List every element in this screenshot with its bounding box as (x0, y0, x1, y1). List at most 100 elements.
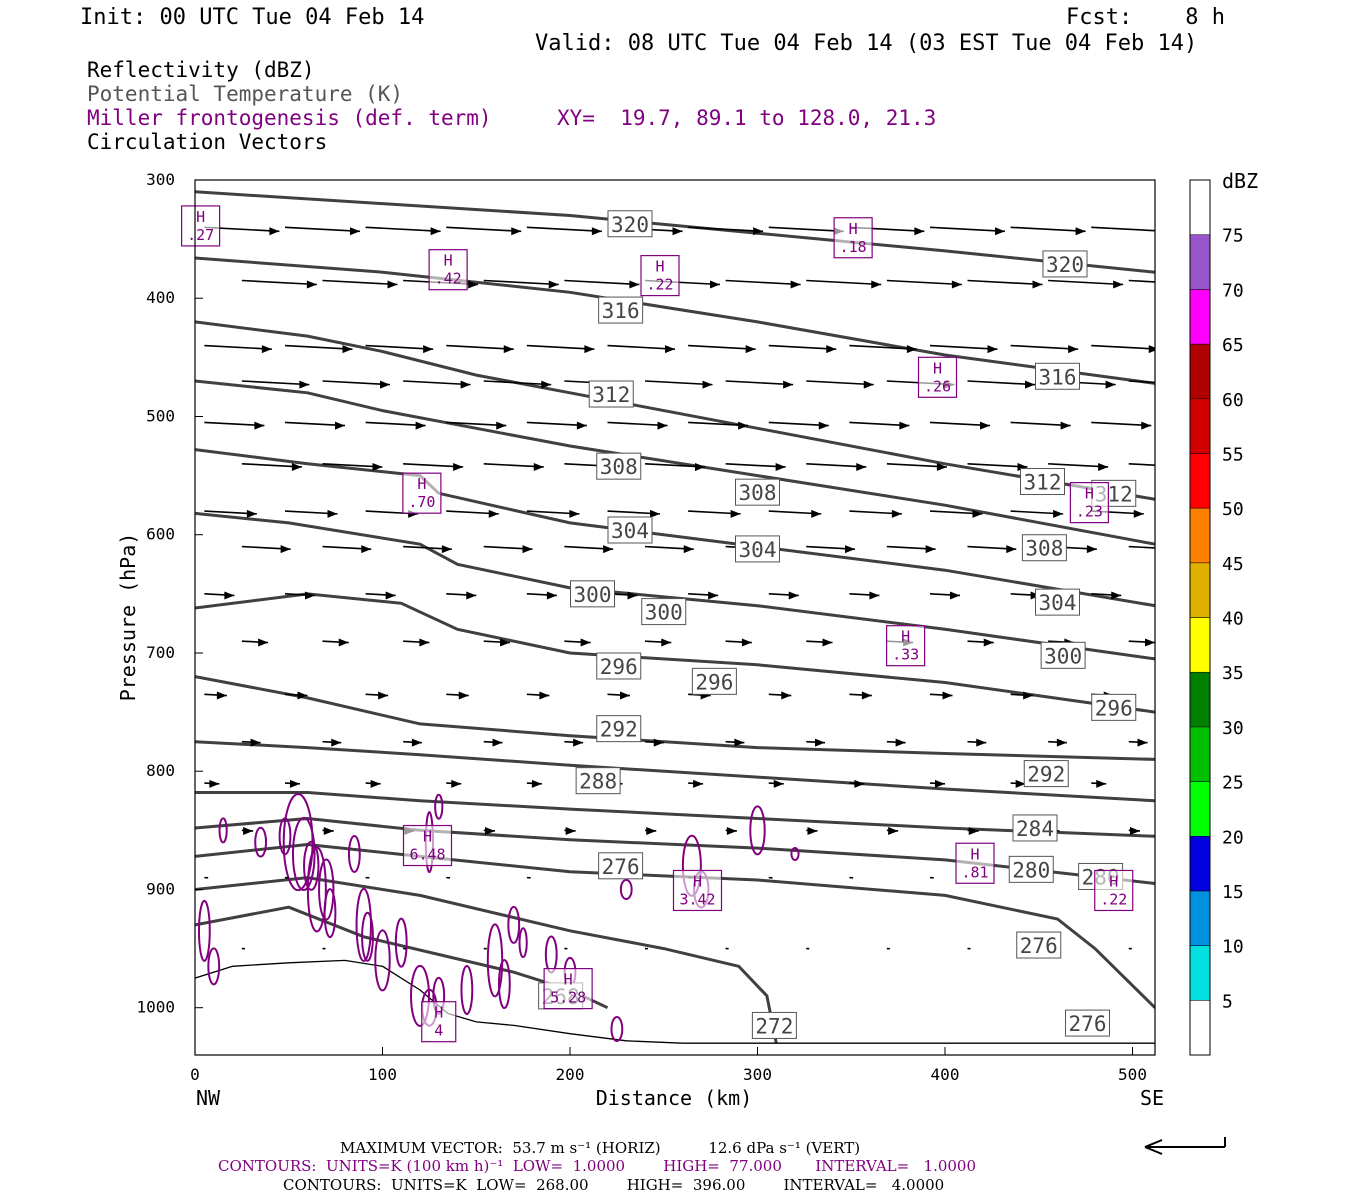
circulation-vector (806, 638, 833, 647)
y-tick-label: 500 (146, 406, 175, 425)
circulation-vector (688, 421, 749, 430)
circulation-vector (446, 591, 477, 600)
dbz-color-segment (1189, 507, 1211, 564)
svg-text:312: 312 (1024, 471, 1062, 495)
dbz-color-segment (1189, 671, 1211, 728)
circulation-vector (446, 691, 469, 700)
circulation-vector (929, 344, 998, 354)
circulation-vector (403, 545, 452, 554)
circulation-vector (1010, 691, 1034, 700)
dbz-color-segment (1189, 343, 1211, 399)
circulation-vector (241, 738, 261, 747)
svg-text:.22: .22 (646, 276, 673, 294)
fronto-high: H.70 (402, 472, 442, 514)
fronto-contour (460, 964, 474, 1015)
circulation-vector (1010, 226, 1086, 236)
fronto-high: H.33 (886, 625, 926, 667)
svg-text:H: H (693, 872, 702, 890)
fronto-high: H.23 (1069, 482, 1109, 524)
circulation-vector (483, 545, 533, 554)
theta-label: 308 (596, 452, 642, 480)
circulation-vector (446, 344, 514, 354)
svg-text:.70: .70 (408, 493, 435, 511)
fronto-contour (619, 878, 633, 901)
circulation-vector (446, 779, 462, 788)
circulation-vector (403, 462, 464, 471)
fronto-high: H4 (421, 1001, 457, 1043)
circulation-vector (564, 545, 614, 554)
x-tick-label: 300 (743, 1065, 772, 1084)
legend-xy: XY= 19.7, 89.1 to 128.0, 21.3 (557, 106, 937, 130)
circulation-vector (1048, 462, 1109, 471)
dbz-color-segment (1189, 234, 1211, 290)
theta-label: 272 (751, 1011, 797, 1039)
fronto-high: H.42 (428, 249, 468, 291)
svg-text:300: 300 (574, 583, 612, 607)
theta-label: 276 (598, 852, 644, 880)
dbz-level-label: 75 (1222, 226, 1244, 247)
theta-label: 296 (1091, 693, 1137, 721)
circulation-vector (446, 509, 499, 518)
circulation-vector (967, 638, 994, 647)
circulation-vector (725, 738, 745, 747)
circulation-vector (607, 691, 631, 700)
dbz-level-label: 65 (1222, 335, 1244, 356)
circulation-vector (446, 421, 507, 430)
svg-text:308: 308 (739, 481, 777, 505)
fronto-contour (347, 834, 361, 873)
circulation-vector (241, 380, 310, 389)
svg-text:316: 316 (602, 299, 640, 323)
svg-text:H: H (655, 258, 664, 276)
circulation-vector (929, 226, 1006, 236)
fronto-high: H3.42 (672, 869, 723, 912)
terrain-line (195, 959, 1155, 1044)
circulation-vector (768, 779, 784, 788)
circulation-vector (204, 344, 272, 354)
circulation-vector (967, 738, 987, 747)
x-tick-label: 200 (556, 1065, 585, 1084)
circulation-vector (526, 509, 580, 518)
circulation-vector (204, 691, 227, 700)
circulation-vector (886, 462, 947, 471)
fronto-contour (497, 959, 511, 1010)
fronto-high: H.22 (1094, 869, 1134, 912)
svg-text:312: 312 (592, 383, 630, 407)
valid-time: Valid: 08 UTC Tue 04 Feb 14 (03 EST Tue … (535, 31, 1198, 56)
plot-frame (194, 179, 1156, 1056)
svg-text:276: 276 (1020, 934, 1058, 958)
dbz-color-segment (1189, 890, 1211, 946)
theta-label: 284 (1012, 814, 1058, 842)
circulation-vector (284, 691, 308, 700)
svg-text:284: 284 (1016, 817, 1054, 841)
fronto-high: H.27 (181, 205, 221, 247)
circulation-vector (967, 380, 1036, 389)
svg-text:.27: .27 (187, 226, 214, 244)
theta-label: 316 (598, 296, 644, 324)
circulation-vector (526, 344, 595, 354)
theta-label: 276 (1016, 931, 1062, 959)
circulation-vector (1128, 545, 1155, 549)
circulation-vector (322, 826, 334, 835)
circulation-vector (849, 421, 910, 430)
circulation-vector (849, 509, 902, 518)
x-right-label: SE (1140, 1086, 1164, 1110)
circulation-vector (483, 638, 511, 647)
circulation-vector (1091, 421, 1152, 430)
circulation-vector (483, 380, 552, 389)
circulation-vector (1048, 738, 1067, 747)
svg-text:H: H (417, 475, 426, 493)
theta-contour-320 (195, 190, 1155, 274)
circulation-vector (1091, 779, 1107, 788)
circulation-vector (1010, 344, 1079, 354)
circulation-vector (204, 421, 265, 430)
circulation-vector (886, 738, 906, 747)
svg-text:300: 300 (1044, 644, 1082, 668)
circulation-vector (688, 591, 719, 600)
theta-contour-276 (195, 842, 1155, 1009)
fronto-contour (374, 929, 391, 992)
circulation-vector (322, 279, 398, 289)
svg-text:H: H (434, 1004, 443, 1022)
svg-text:H: H (1085, 485, 1094, 503)
circulation-vector (564, 738, 584, 747)
forecast-hour: Fcst: 8 h (1066, 5, 1225, 30)
